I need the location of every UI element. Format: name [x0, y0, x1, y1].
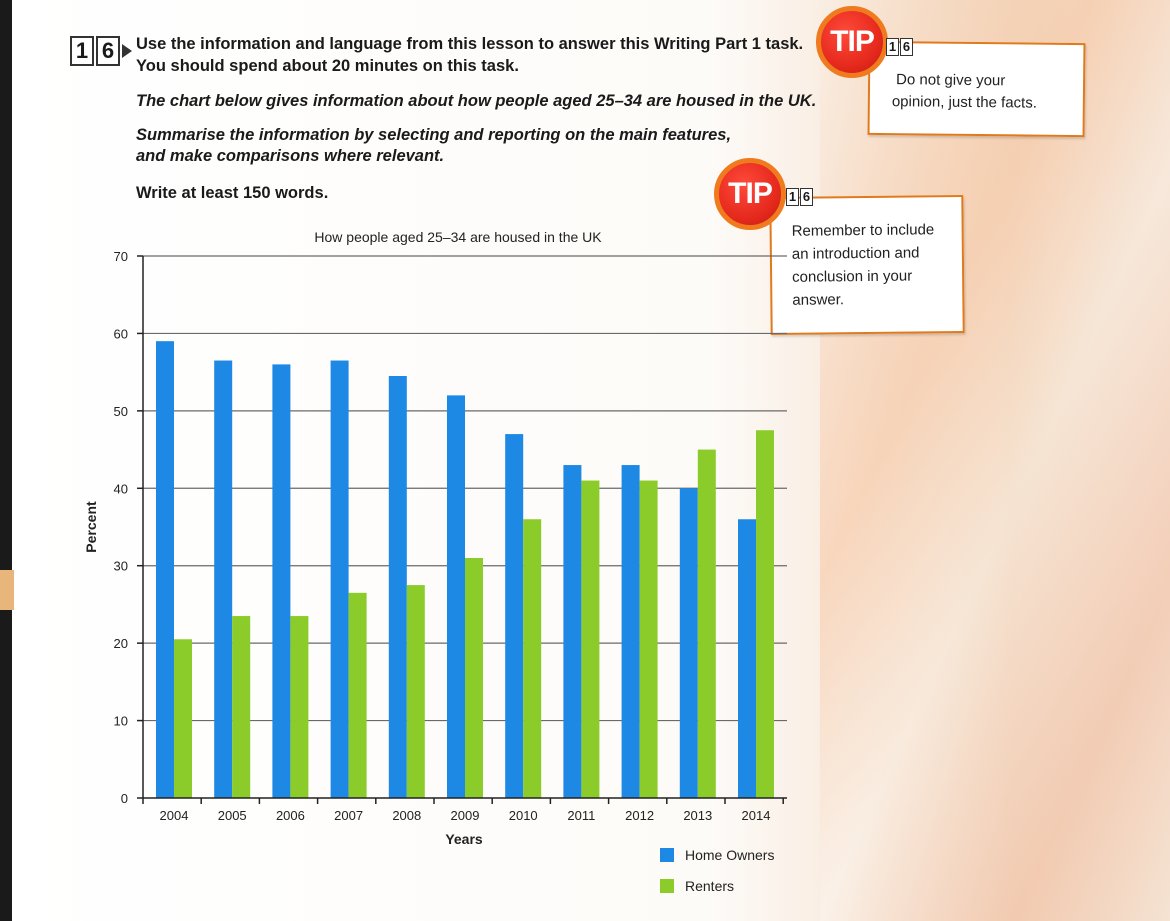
bar-home-owners	[214, 360, 233, 798]
x-tick-label: 2005	[218, 808, 247, 823]
bar-renters	[232, 616, 251, 798]
x-tick-label: 2006	[276, 808, 305, 823]
bar-home-owners	[679, 488, 698, 798]
x-tick-label: 2004	[160, 808, 189, 823]
bar-home-owners	[388, 376, 407, 798]
tip-1-badge: TIP	[816, 6, 888, 78]
bar-home-owners	[156, 341, 174, 798]
x-tick-label: 2010	[509, 808, 538, 823]
x-tick-label: 2008	[392, 808, 421, 823]
x-tick-label: 2012	[625, 808, 654, 823]
decorative-light-beam	[820, 0, 1170, 921]
task-instruction-line-1: Use the information and language from th…	[136, 35, 804, 53]
y-tick-label: 0	[121, 791, 128, 806]
y-tick-label: 10	[114, 714, 128, 729]
x-tick-label: 2014	[742, 808, 771, 823]
tip-2-digit-2: 6	[800, 188, 813, 206]
bar-home-owners	[330, 360, 349, 798]
bar-renters	[581, 480, 600, 798]
bar-renters	[290, 616, 309, 798]
x-tick-label: 2009	[451, 808, 480, 823]
bar-home-owners	[272, 364, 291, 798]
chart-introduction: The chart below gives information about …	[136, 92, 817, 110]
bar-renters	[174, 639, 192, 798]
y-tick-label: 30	[114, 559, 128, 574]
bar-renters	[756, 430, 774, 798]
y-tick-label: 20	[114, 636, 128, 651]
bar-renters	[697, 449, 716, 798]
tip-2-digit-1: 1	[786, 188, 799, 206]
x-tick-label: 2011	[567, 808, 595, 823]
bar-renters	[406, 585, 425, 798]
bar-renters	[465, 557, 483, 798]
summarise-line-2: and make comparisons where relevant.	[136, 147, 445, 165]
summarise-line-1: Summarise the information by selecting a…	[136, 126, 732, 144]
y-tick-label: 70	[114, 249, 128, 264]
task-number-digit-1: 1	[70, 36, 94, 66]
tip-1-number: 1 6	[886, 38, 914, 56]
task-number: 1 6	[70, 36, 132, 66]
task-number-digit-2: 6	[96, 36, 120, 66]
y-tick-label: 50	[114, 404, 128, 419]
tip-1-digit-2: 6	[900, 38, 913, 56]
task-instruction-line-2: You should spend about 20 minutes on thi…	[136, 57, 519, 75]
y-axis-label: Percent	[83, 501, 99, 553]
bar-home-owners	[563, 465, 582, 798]
legend-swatch	[660, 879, 674, 893]
x-axis-label: Years	[445, 831, 483, 847]
legend-swatch	[660, 848, 674, 862]
tip-1-digit-1: 1	[886, 38, 899, 56]
bar-home-owners	[447, 395, 465, 798]
bar-renters	[523, 519, 542, 798]
bar-renters	[348, 592, 367, 798]
chart-title: How people aged 25–34 are housed in the …	[314, 229, 602, 245]
word-count-instruction: Write at least 150 words.	[136, 184, 329, 202]
x-tick-label: 2007	[334, 808, 363, 823]
bar-home-owners	[738, 519, 756, 798]
bar-home-owners	[505, 434, 524, 798]
tip-2-badge: TIP	[714, 158, 786, 230]
legend-label: Home Owners	[685, 847, 774, 863]
bar-renters	[639, 480, 658, 798]
tip-2-number: 1 6	[786, 188, 814, 206]
x-tick-label: 2013	[683, 808, 712, 823]
y-tick-label: 60	[114, 326, 128, 341]
decorative-stripe	[0, 570, 14, 610]
bar-home-owners	[621, 465, 640, 798]
play-arrow-icon	[122, 44, 132, 58]
legend-label: Renters	[685, 878, 734, 894]
y-tick-label: 40	[114, 481, 128, 496]
left-edge	[0, 0, 12, 921]
